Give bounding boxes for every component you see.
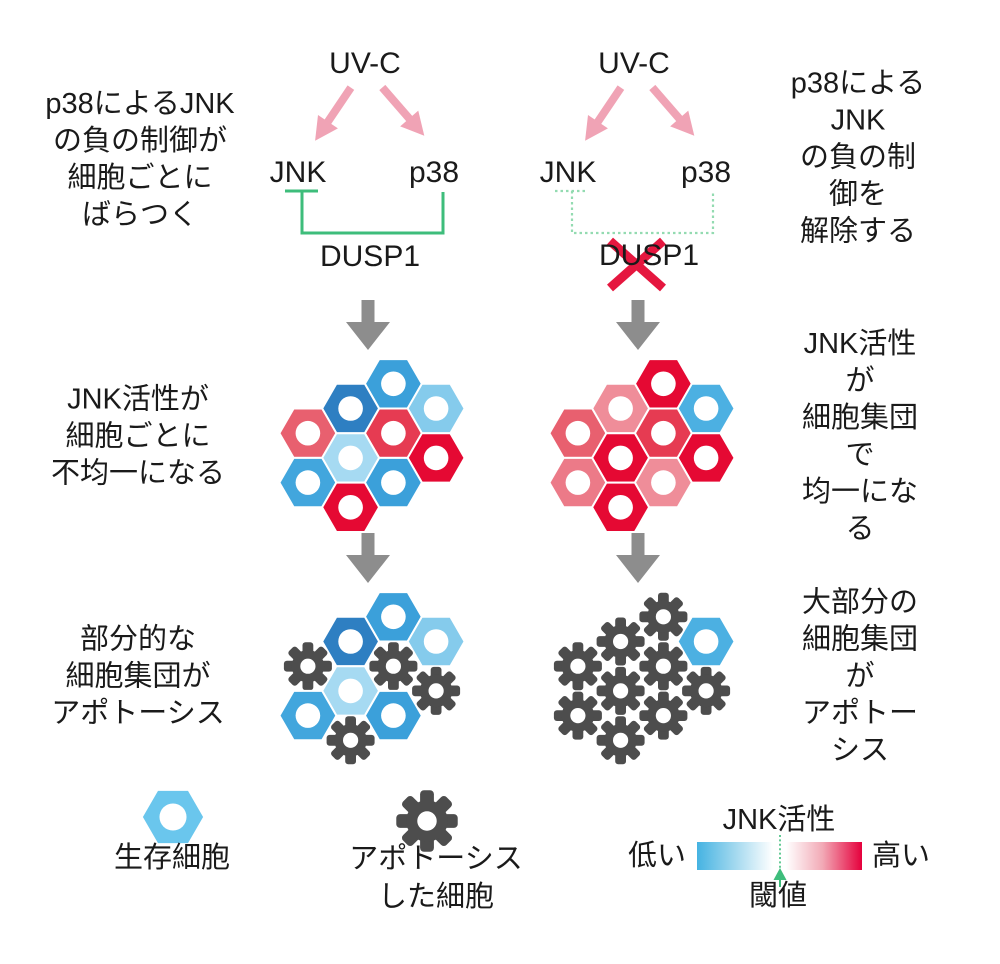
flow-arrows xyxy=(346,300,660,583)
p38-label-right: p38 xyxy=(680,156,732,189)
flow-arrow-down-icon xyxy=(616,533,660,583)
flow-arrow-down-icon xyxy=(346,533,390,583)
legend-surviving-label: 生存細胞 xyxy=(113,842,231,874)
uvc-arrow-head-icon xyxy=(670,110,695,136)
apoptotic-cell-gear-icon xyxy=(326,716,375,765)
uvc-arrows-right xyxy=(585,84,695,141)
uvc-arrow-shaft xyxy=(323,85,355,126)
apoptotic-cell-gear-icon xyxy=(596,716,645,765)
surviving-cell-hexagon-icon xyxy=(406,615,466,668)
uvc-label-right: UV-C xyxy=(598,47,670,80)
scale-low-label: 低い xyxy=(627,840,687,872)
dusp1-cross-icon xyxy=(607,237,666,292)
surviving-cell-hexagon-icon xyxy=(363,689,424,742)
scale-high-label: 高い xyxy=(871,840,931,872)
p38-label-left: p38 xyxy=(408,156,460,189)
note-heterogeneous: JNK活性が 細胞ごとに 不均一になる xyxy=(50,383,226,490)
threshold-label: 閾値 xyxy=(748,880,808,912)
flow-arrow-down-icon xyxy=(616,300,660,350)
uvc-arrow-head-icon xyxy=(585,114,608,141)
dusp1-label-right: DUSP1 xyxy=(598,239,700,272)
inhibition-bracket-solid xyxy=(285,189,445,235)
surviving-cell-hexagon-icon xyxy=(548,456,608,509)
apoptotic-cell-gear-icon xyxy=(553,691,602,740)
surviving-cell-hexagon-icon xyxy=(676,615,736,668)
surviving-cell-hexagon-icon xyxy=(320,481,381,533)
cell-cluster-partial-apoptosis xyxy=(278,591,466,765)
surviving-cell-hexagon-icon xyxy=(406,432,466,484)
apoptotic-cell-gear-icon xyxy=(369,642,418,691)
uvc-label-left: UV-C xyxy=(329,47,401,80)
note-partial-apoptosis: 部分的な 細胞集団が アポトーシス xyxy=(51,623,225,730)
uvc-arrow-shaft xyxy=(379,84,414,123)
note-mass-apoptosis: 大部分の 細胞集団が アポトーシス xyxy=(801,586,918,767)
apoptotic-cell-gear-icon xyxy=(412,666,461,715)
apoptotic-cell-gear-icon xyxy=(639,642,688,691)
apoptotic-cell-gear-icon xyxy=(283,642,332,691)
cell-cluster-jnk-heterogeneous xyxy=(278,358,466,533)
threshold-marker xyxy=(773,835,787,887)
note-uniform: JNK活性が 細胞集団で 均一になる xyxy=(801,328,918,545)
legend-surviving-hexagon-icon xyxy=(140,788,206,846)
jnk-label-left: JNK xyxy=(269,156,327,189)
surviving-cell-hexagon-icon xyxy=(676,382,736,435)
jnk-label-right: JNK xyxy=(539,156,597,189)
uvc-arrow-shaft xyxy=(593,85,625,126)
surviving-cell-hexagon-icon xyxy=(320,665,381,717)
note-release: p38によるJNK の負の制御を 解除する xyxy=(790,67,926,248)
legend-glyphs xyxy=(140,788,458,852)
apoptotic-cell-gear-icon xyxy=(596,617,645,666)
legend-apoptotic-gear-icon xyxy=(396,790,458,852)
flow-arrow-down-icon xyxy=(346,300,390,350)
note-variability: p38によるJNK の負の制御が 細胞ごとに ばらつく xyxy=(45,88,235,231)
surviving-cell-hexagon-icon xyxy=(676,432,736,484)
surviving-cell-hexagon-icon xyxy=(278,689,338,742)
jnk-activity-gradient-bar xyxy=(697,842,862,870)
legend-apoptotic-label: アポトーシス した細胞 xyxy=(349,843,523,913)
apoptotic-cell-gear-icon xyxy=(639,691,688,740)
apoptotic-cell-gear-icon xyxy=(553,642,602,691)
cell-cluster-mass-apoptosis xyxy=(553,592,736,765)
threshold-arrow-up-icon xyxy=(773,868,787,880)
uvc-arrow-head-icon xyxy=(315,114,338,141)
dusp1-label-left: DUSP1 xyxy=(319,240,421,273)
inhibition-bracket-dotted xyxy=(555,189,715,235)
apoptotic-cell-gear-icon xyxy=(639,592,688,641)
surviving-cell-hexagon-icon xyxy=(320,432,381,484)
uvc-arrow-head-icon xyxy=(400,110,425,136)
surviving-cell-hexagon-icon xyxy=(590,481,651,533)
cell-cluster-jnk-uniform xyxy=(548,358,736,533)
uvc-arrows-left xyxy=(315,84,425,141)
apoptotic-cell-gear-icon xyxy=(596,666,645,715)
apoptotic-cell-gear-icon xyxy=(682,666,731,715)
uvc-arrow-shaft xyxy=(649,84,684,123)
scale-title: JNK活性 xyxy=(722,804,836,836)
cell-clusters xyxy=(278,358,736,765)
